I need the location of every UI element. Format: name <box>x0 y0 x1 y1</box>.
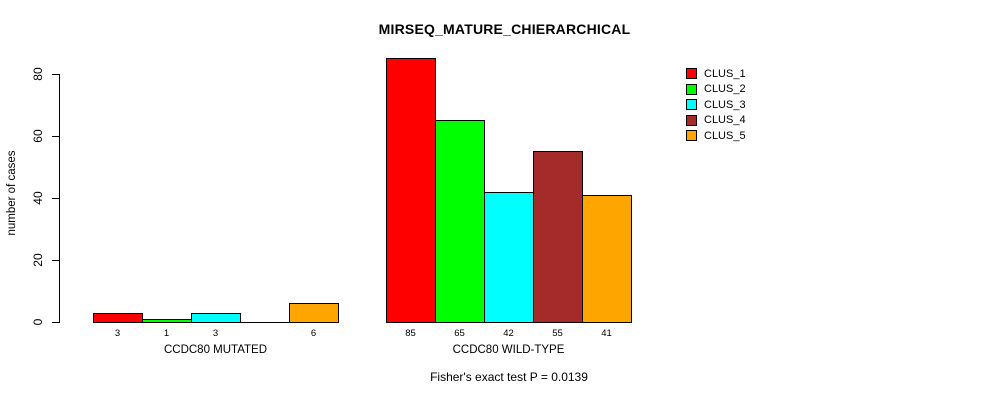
chart-title: MIRSEQ_MATURE_CHIERARCHICAL <box>378 21 631 37</box>
bar-clus_3 <box>484 192 534 323</box>
bar-clus_1 <box>93 313 143 323</box>
legend-color-swatch <box>686 83 697 95</box>
legend-label: CLUS_4 <box>704 114 746 127</box>
bar-value-label: 55 <box>552 328 563 339</box>
y-axis-tick-label: 80 <box>31 66 45 81</box>
bar-value-label: 65 <box>454 328 465 339</box>
bar-value-label: 42 <box>503 328 514 339</box>
bar-value-label: 6 <box>310 328 317 339</box>
y-axis-tick <box>52 197 59 199</box>
group-label: CCDC80 MUTATED <box>163 344 268 356</box>
y-axis-tick-label: 60 <box>31 128 45 143</box>
y-axis-tick <box>52 73 59 75</box>
legend-label: CLUS_5 <box>704 129 746 142</box>
bar-value-label: 85 <box>405 328 416 339</box>
legend-label: CLUS_2 <box>704 83 746 96</box>
y-axis-title: number of cases <box>6 150 18 236</box>
legend-item-clus_1: CLUS_1 <box>686 66 746 82</box>
bar-value-label: 3 <box>212 328 219 339</box>
bar-clus_4 <box>533 151 583 323</box>
legend-color-swatch <box>686 130 697 142</box>
legend-item-clus_4: CLUS_4 <box>686 113 746 129</box>
y-axis-tick-label: 0 <box>31 318 45 326</box>
group-label: CCDC80 WILD-TYPE <box>452 344 565 356</box>
legend-item-clus_3: CLUS_3 <box>686 97 746 113</box>
fisher-test-annotation: Fisher's exact test P = 0.0139 <box>430 370 588 384</box>
legend: CLUS_1 CLUS_2 CLUS_3 CLUS_4 CLUS_5 <box>686 66 746 144</box>
legend-label: CLUS_1 <box>704 67 746 80</box>
legend-item-clus_5: CLUS_5 <box>686 128 746 144</box>
y-axis-tick <box>52 135 59 137</box>
bar-clus_2 <box>435 120 485 323</box>
y-axis-tick <box>52 322 59 323</box>
legend-color-swatch <box>686 68 697 80</box>
bar-clus_3 <box>191 313 241 323</box>
bar-value-label: 1 <box>163 328 170 339</box>
bar-clus_1 <box>386 58 436 323</box>
y-axis-line <box>59 73 60 323</box>
bar-clus_5 <box>289 303 339 323</box>
legend-color-swatch <box>686 114 697 126</box>
y-axis-tick <box>52 259 59 261</box>
bar-clus_2 <box>142 319 192 323</box>
legend-color-swatch <box>686 99 697 111</box>
bar-value-label: 3 <box>114 328 121 339</box>
legend-item-clus_2: CLUS_2 <box>686 82 746 98</box>
bar-value-label: 41 <box>601 328 612 339</box>
bar-clus_5 <box>582 195 632 323</box>
bar-clus_4 <box>240 322 290 323</box>
y-axis-tick-label: 40 <box>31 191 45 205</box>
legend-label: CLUS_3 <box>704 98 746 111</box>
y-axis-tick-label: 20 <box>31 253 45 267</box>
